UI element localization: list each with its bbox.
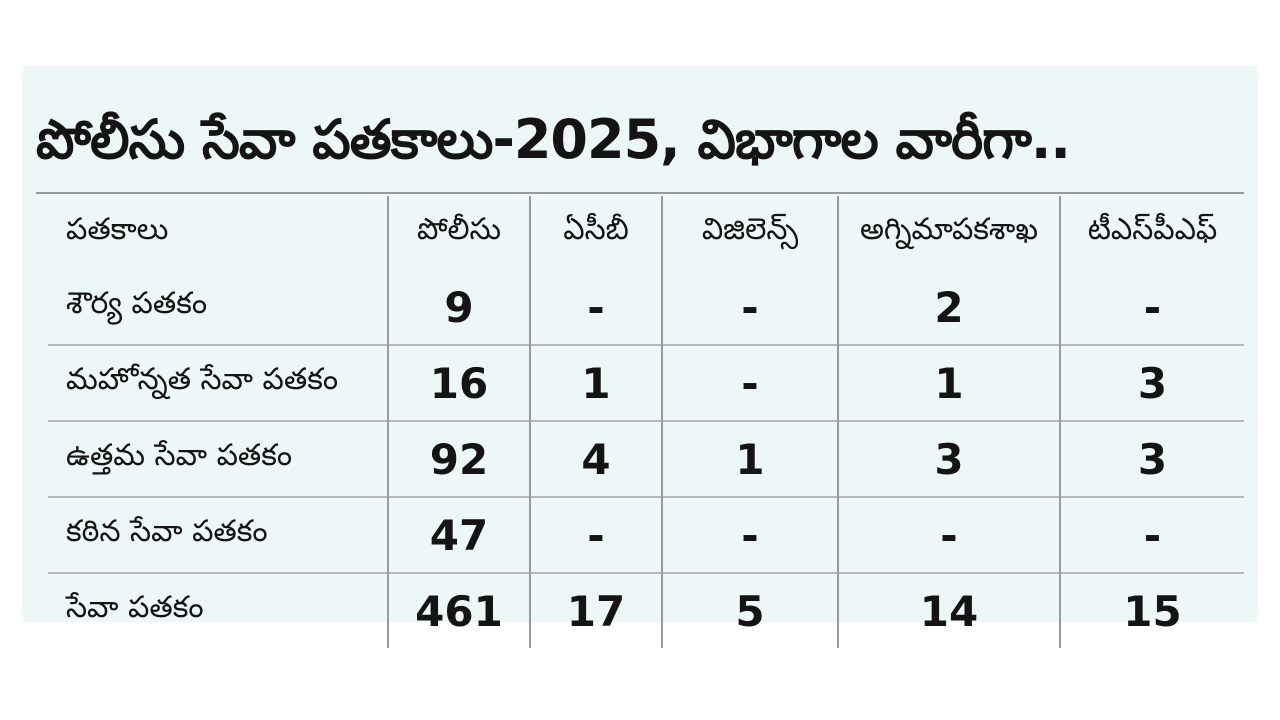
cell-tspf: 3 [1059, 344, 1244, 421]
column-header-medals: పతకాలు [66, 212, 169, 247]
row-label: శౌర్య పతకం [66, 286, 208, 321]
table-header-row: పతకాలు పోలీసు ఏసీబీ విజిలెన్స్ అగ్నిమాపక… [48, 196, 1244, 270]
cell-acb: - [529, 270, 662, 345]
table-row: సేవా పతకం 461 17 5 14 15 [48, 572, 1244, 648]
row-label: సేవా పతకం [48, 572, 388, 648]
table-row: ఉత్తమ సేవా పతకం 92 4 1 3 3 [48, 420, 1244, 497]
cell-acb: 17 [529, 572, 662, 648]
cell-police: 47 [387, 496, 530, 573]
column-header-vigilance: విజిలెన్స్ [661, 196, 838, 270]
cell-police: 92 [387, 420, 530, 497]
row-label: మహోన్నత సేవా పతకం [48, 344, 388, 421]
cell-tspf: - [1059, 496, 1244, 573]
cell-tspf: 3 [1059, 420, 1244, 497]
awards-table: పతకాలు పోలీసు ఏసీబీ విజిలెన్స్ అగ్నిమాపక… [48, 196, 1244, 648]
cell-fire-services: 3 [837, 420, 1060, 497]
column-header-fire-services: అగ్నిమాపకశాఖ [837, 196, 1060, 270]
cell-vigilance: 5 [661, 572, 838, 648]
cell-fire-services: 2 [837, 270, 1060, 345]
row-label: కఠిన సేవా పతకం [48, 496, 388, 573]
cell-fire-services: 14 [837, 572, 1060, 648]
cell-police: 461 [387, 572, 530, 648]
page-title: పోలీసు సేవా పతకాలు-2025, విభాగాల వారీగా.… [36, 108, 1071, 171]
cell-acb: 4 [529, 420, 662, 497]
cell-police: 9 [387, 270, 530, 345]
cell-tspf: - [1059, 270, 1244, 345]
cell-vigilance: 1 [661, 420, 838, 497]
table-row: మహోన్నత సేవా పతకం 16 1 - 1 3 [48, 344, 1244, 421]
cell-fire-services: - [837, 496, 1060, 573]
column-header-tspf: టీఎస్‌పీఎఫ్ [1059, 196, 1244, 270]
cell-fire-services: 1 [837, 344, 1060, 421]
column-header-police: పోలీసు [387, 196, 530, 270]
cell-police: 16 [387, 344, 530, 421]
table-row: శౌర్య పతకం 9 - - 2 - [48, 270, 1244, 345]
row-label: ఉత్తమ సేవా పతకం [48, 420, 388, 497]
table-row: కఠిన సేవా పతకం 47 - - - - [48, 496, 1244, 573]
cell-tspf: 15 [1059, 572, 1244, 648]
cell-acb: - [529, 496, 662, 573]
column-header-acb: ఏసీబీ [529, 196, 662, 270]
cell-acb: 1 [529, 344, 662, 421]
title-divider [36, 192, 1244, 194]
cell-vigilance: - [661, 496, 838, 573]
cell-vigilance: - [661, 344, 838, 421]
cell-vigilance: - [661, 270, 838, 345]
